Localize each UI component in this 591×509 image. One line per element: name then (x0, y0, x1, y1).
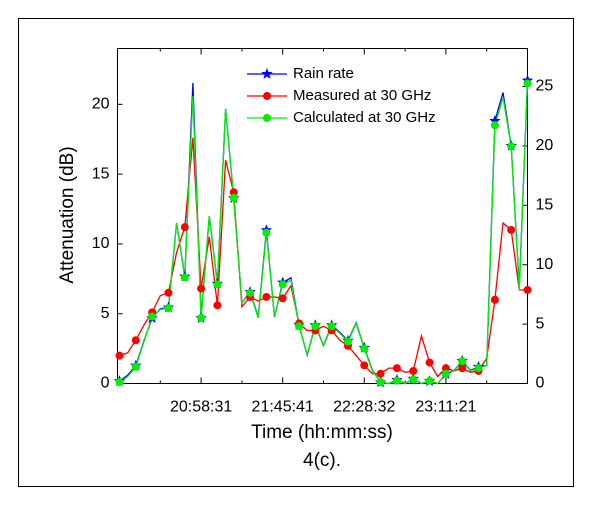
point-marker (507, 142, 516, 151)
y-tick-label: 10 (92, 235, 110, 252)
series-line (119, 80, 529, 385)
point-marker (115, 378, 124, 387)
legend-label: Rain rate (293, 65, 354, 82)
y2-tick-label: 20 (536, 137, 554, 154)
point-marker (213, 301, 222, 310)
point-marker (458, 357, 467, 366)
point-marker (311, 322, 320, 331)
point-marker (490, 121, 499, 130)
point-marker (343, 337, 352, 346)
point-marker (278, 280, 287, 289)
point-marker (360, 361, 369, 370)
point-marker (409, 375, 418, 384)
point-marker (441, 369, 450, 378)
point-marker (197, 313, 206, 322)
point-marker (327, 322, 336, 331)
x-tick-label: 20:58:31 (170, 399, 232, 416)
point-marker (507, 225, 516, 234)
x-tick-label: 23:11:21 (415, 399, 476, 416)
point-marker (489, 115, 501, 126)
x-tick-label: 21:45:41 (252, 399, 314, 416)
y2-tick-label: 15 (536, 197, 554, 214)
y2-tick-label: 5 (536, 315, 545, 332)
legend-marker (263, 92, 271, 100)
point-marker (131, 336, 140, 345)
point-marker (262, 292, 271, 301)
point-marker (474, 364, 483, 373)
y-axis-label: Attenuation (dB) (57, 146, 78, 283)
point-marker (164, 304, 173, 313)
point-marker (229, 193, 238, 202)
point-marker (376, 369, 385, 378)
point-marker (441, 364, 450, 373)
point-marker (164, 288, 173, 297)
point-marker (425, 358, 434, 367)
point-marker (278, 294, 287, 303)
y-tick-label: 0 (101, 375, 110, 392)
point-marker (392, 364, 401, 373)
y2-tick-label: 0 (536, 375, 545, 392)
caption: 4(c). (303, 450, 341, 471)
point-marker (490, 295, 499, 304)
point-marker (376, 378, 385, 387)
point-marker (409, 366, 418, 375)
legend-label: Measured at 30 GHz (293, 87, 431, 104)
legend-marker (261, 68, 273, 79)
point-marker (458, 364, 467, 373)
point-marker (180, 223, 189, 232)
point-marker (262, 228, 271, 237)
legend-label: Calculated at 30 GHz (293, 109, 436, 126)
y-tick-label: 5 (101, 305, 110, 322)
point-marker (295, 322, 304, 331)
point-marker (213, 280, 222, 289)
series-line (119, 83, 529, 385)
outer-border (18, 18, 574, 487)
y-tick-label: 20 (92, 96, 110, 113)
point-marker (229, 188, 238, 197)
x-tick-label: 22:28:32 (333, 399, 395, 416)
point-marker (523, 285, 532, 294)
point-marker (425, 376, 434, 385)
point-marker (115, 351, 124, 360)
point-marker (523, 79, 532, 88)
point-marker (246, 288, 255, 297)
y-tick-label: 15 (92, 165, 110, 182)
series-line (119, 137, 528, 378)
x-axis-label: Time (hh:mm:ss) (251, 422, 393, 443)
plot-frame (117, 48, 528, 384)
point-marker (197, 284, 206, 293)
y2-tick-label: 25 (536, 78, 554, 95)
legend-marker (263, 114, 271, 122)
point-marker (392, 376, 401, 385)
y2-tick-label: 10 (536, 256, 554, 273)
point-marker (131, 362, 140, 371)
point-marker (360, 344, 369, 353)
point-marker (180, 273, 189, 282)
point-marker (148, 312, 157, 321)
